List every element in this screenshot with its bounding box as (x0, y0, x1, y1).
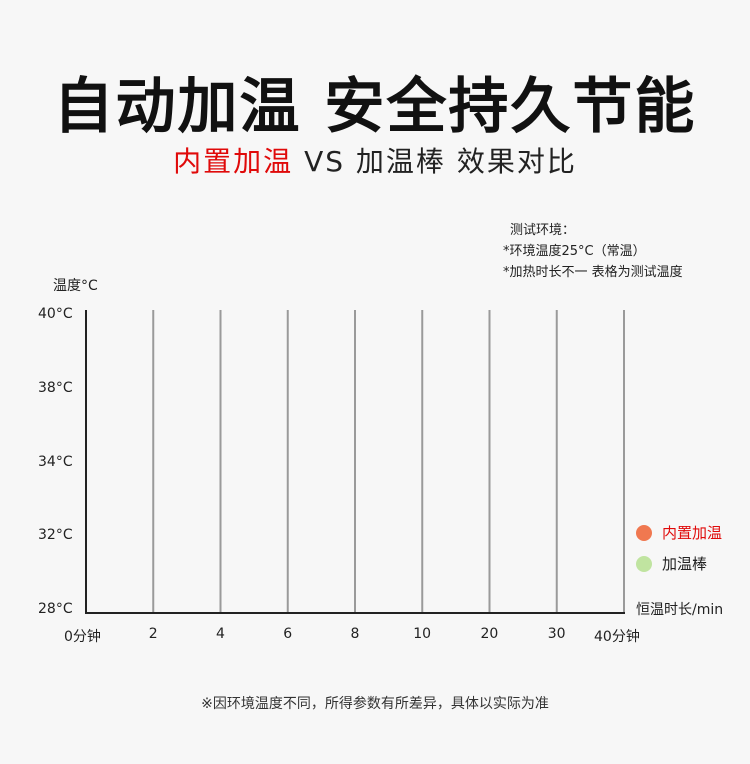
x-tick-label: 2 (148, 626, 158, 642)
legend: 内置加温 加温棒 (636, 522, 722, 574)
x-tick-label: 40分钟 (594, 629, 640, 645)
x-tick-label: 10 (413, 626, 432, 642)
x-tick-label: 30 (547, 626, 566, 642)
legend-label-rod: 加温棒 (662, 555, 708, 573)
legend-dot-rod (636, 555, 652, 572)
x-axis-label: 恒温时长/min (636, 602, 724, 618)
y-tick-label: 28°C (38, 601, 73, 617)
page-subtitle: 内置加温 VS 加温棒 效果对比 (0, 140, 750, 180)
y-tick-label: 40°C (38, 306, 73, 322)
x-tick-label: 4 (216, 626, 225, 642)
x-tick-label: 0分钟 (64, 629, 101, 645)
x-tick-label: 6 (283, 626, 293, 642)
page-title: 自动加温 安全持久节能 (53, 72, 697, 142)
test-env-heading: 测试环境： (510, 223, 576, 238)
subtitle-rest: VS 加温棒 效果对比 (293, 145, 577, 178)
x-tick-label: 20 (480, 626, 499, 642)
y-tick-label: 38°C (38, 379, 73, 396)
y-tick-label: 34°C (38, 453, 73, 470)
test-env-note-duration: *加热时长不一 表格为测试温度 (503, 265, 683, 280)
legend-dot-builtin (636, 524, 652, 541)
footnote: ※因环境温度不同，所得参数有所差异，具体以实际为准 (201, 696, 549, 712)
test-env-note-temp: *环境温度25°C（常温） (503, 244, 646, 259)
y-axis-label: 温度°C (53, 278, 98, 294)
legend-label-builtin: 内置加温 (662, 524, 723, 542)
subtitle-highlight: 内置加温 (173, 145, 294, 178)
y-tick-label: 32°C (38, 527, 73, 544)
x-tick-label: 8 (350, 626, 360, 642)
legend-item-builtin: 内置加温 (636, 522, 722, 543)
legend-item-rod: 加温棒 (636, 553, 722, 574)
